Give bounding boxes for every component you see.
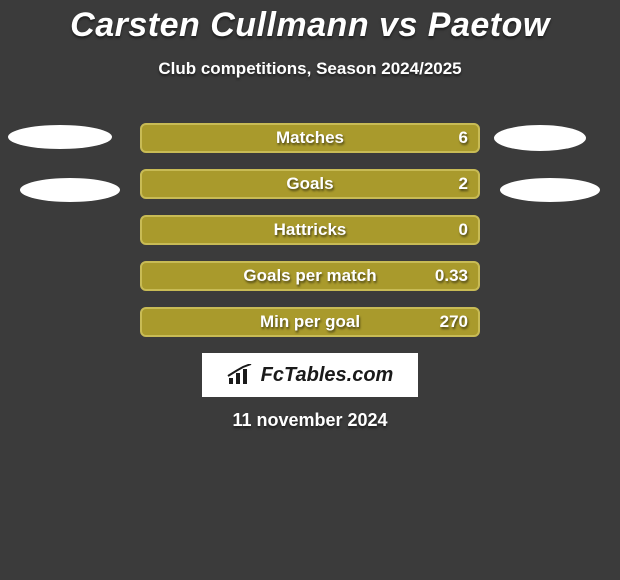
stat-row: Matches 6 bbox=[140, 123, 480, 153]
stat-value: 270 bbox=[440, 312, 468, 332]
stat-row: Min per goal 270 bbox=[140, 307, 480, 337]
stat-label: Matches bbox=[276, 128, 344, 148]
stat-label: Hattricks bbox=[274, 220, 347, 240]
avatar-placeholder bbox=[8, 125, 112, 149]
logo-text: FcTables.com bbox=[261, 364, 394, 387]
stat-value: 0.33 bbox=[435, 266, 468, 286]
subtitle: Club competitions, Season 2024/2025 bbox=[0, 59, 620, 79]
stat-label: Goals per match bbox=[243, 266, 376, 286]
source-logo: FcTables.com bbox=[202, 353, 418, 397]
stat-row: Goals per match 0.33 bbox=[140, 261, 480, 291]
stat-row: Goals 2 bbox=[140, 169, 480, 199]
avatar-placeholder bbox=[494, 125, 586, 151]
stat-value: 0 bbox=[459, 220, 468, 240]
avatar-placeholder bbox=[20, 178, 120, 202]
avatar-placeholder bbox=[500, 178, 600, 202]
stats-panel: Matches 6 Goals 2 Hattricks 0 Goals per match 0… bbox=[140, 123, 480, 353]
comparison-infographic: Carsten Cullmann vs Paetow Club competit… bbox=[0, 0, 620, 580]
bars-icon bbox=[227, 364, 255, 386]
stat-label: Goals bbox=[286, 174, 333, 194]
stat-value: 2 bbox=[459, 174, 468, 194]
stat-row: Hattricks 0 bbox=[140, 215, 480, 245]
stat-label: Min per goal bbox=[260, 312, 360, 332]
page-title: Carsten Cullmann vs Paetow bbox=[0, 0, 620, 45]
snapshot-date: 11 november 2024 bbox=[0, 410, 620, 431]
stat-value: 6 bbox=[459, 128, 468, 148]
